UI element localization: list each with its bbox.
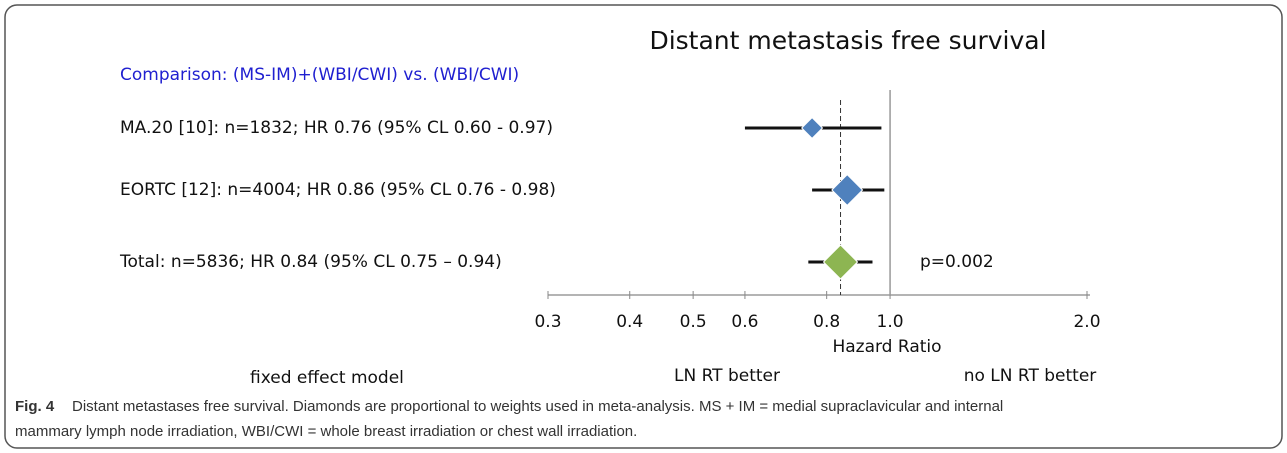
caption: Distant metastases free survival. Diamon… (72, 398, 1003, 415)
x-tick-label: 0.8 (813, 312, 840, 332)
x-tick-label: 0.4 (616, 312, 643, 332)
x-tick-label: 0.3 (534, 312, 561, 332)
diamond (831, 173, 864, 207)
chart-title: Distant metastasis free survival (649, 26, 1046, 55)
x-axis-label: Hazard Ratio (832, 337, 941, 357)
model-label: fixed effect model (250, 368, 404, 388)
left-label: LN RT better (674, 366, 780, 386)
x-tick-label: 2.0 (1073, 312, 1100, 332)
row-label: MA.20 [10]: n=1832; HR 0.76 (95% CL 0.60… (120, 118, 553, 138)
row-label: EORTC [12]: n=4004; HR 0.86 (95% CL 0.76… (120, 180, 556, 200)
diamond (822, 244, 859, 280)
x-tick-label: 1.0 (877, 312, 904, 332)
row-label: Total: n=5836; HR 0.84 (95% CL 0.75 – 0.… (119, 252, 502, 272)
frame (4, 4, 1283, 449)
subtitle: Comparison: (MS-IM)+(WBI/CWI) vs. (WBI/C… (120, 65, 519, 85)
diamond (801, 116, 824, 140)
caption-label: Fig. 4 (15, 398, 55, 415)
x-tick-label: 0.6 (731, 312, 758, 332)
x-tick-label: 0.5 (680, 312, 707, 332)
caption: mammary lymph node irradiation, WBI/CWI … (15, 423, 637, 440)
p-value: p=0.002 (920, 252, 994, 272)
right-label: no LN RT better (964, 366, 1097, 386)
